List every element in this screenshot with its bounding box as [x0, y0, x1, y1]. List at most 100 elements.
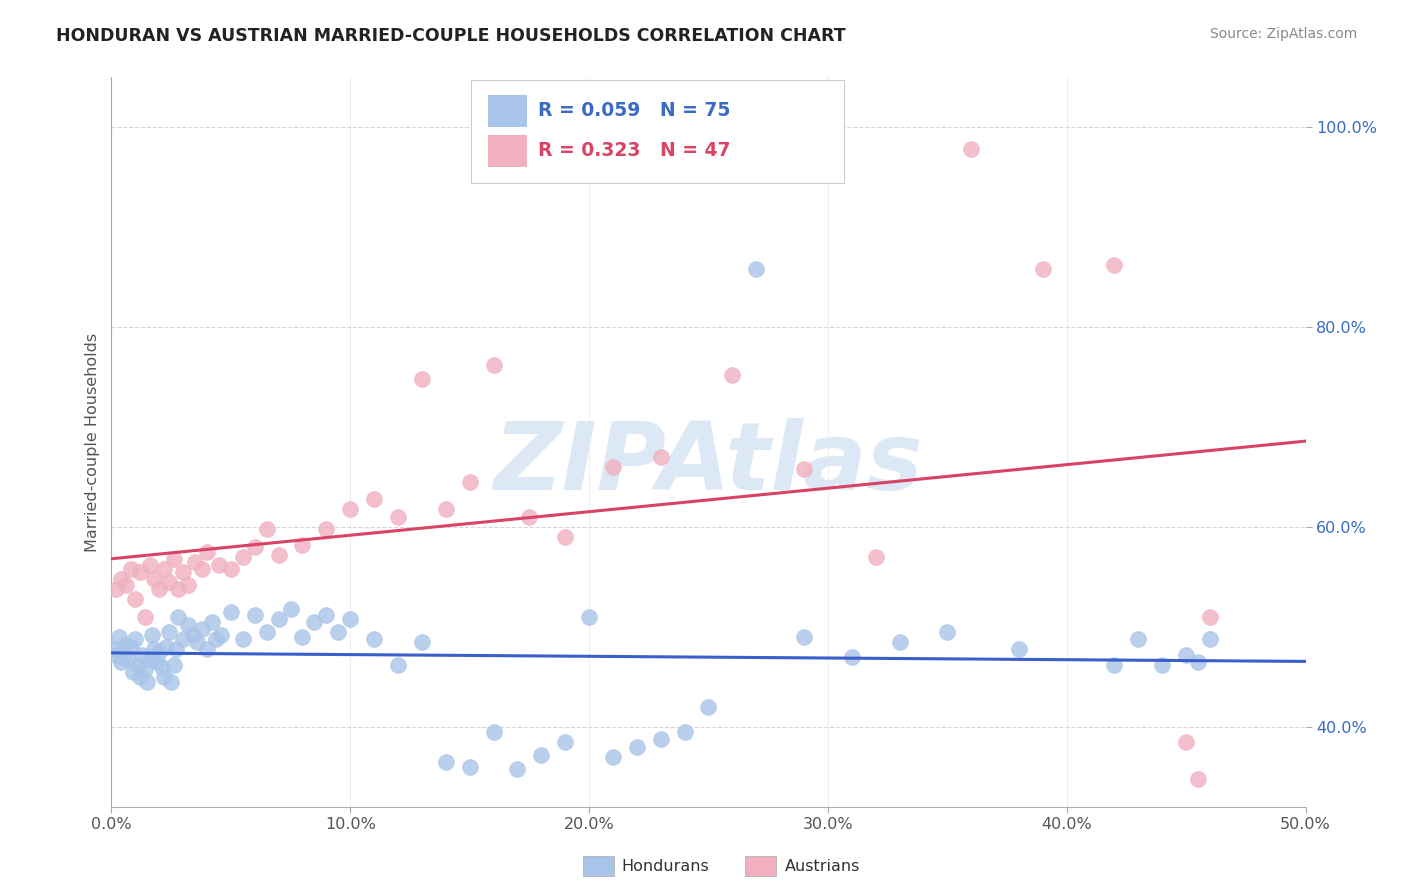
Point [141, 628, 163, 642]
Text: HONDURAN VS AUSTRIAN MARRIED-COUPLE HOUSEHOLDS CORRELATION CHART: HONDURAN VS AUSTRIAN MARRIED-COUPLE HOUS… [56, 27, 846, 45]
Point [315, 608, 337, 623]
Point [114, 638, 136, 652]
Point [105, 582, 128, 596]
Text: Austrians: Austrians [785, 859, 860, 873]
Point [114, 578, 136, 592]
Point [243, 608, 266, 623]
Point [195, 545, 218, 559]
Point [112, 650, 135, 665]
Point [339, 612, 361, 626]
Point [363, 492, 385, 507]
Point [745, 262, 768, 277]
Point [482, 725, 505, 739]
Point [1104, 258, 1126, 272]
Point [1104, 658, 1126, 673]
Point [219, 562, 242, 576]
Point [267, 612, 290, 626]
Point [673, 725, 696, 739]
Point [150, 660, 173, 674]
Point [165, 642, 187, 657]
Point [554, 530, 576, 544]
Point [1175, 648, 1198, 662]
Point [148, 582, 170, 596]
Point [280, 602, 302, 616]
Point [105, 648, 128, 662]
Point [1187, 655, 1209, 669]
Point [1008, 642, 1031, 657]
Point [172, 632, 194, 646]
Point [578, 610, 600, 624]
Text: Hondurans: Hondurans [621, 859, 709, 873]
Point [530, 747, 553, 762]
Point [482, 358, 505, 372]
Text: R = 0.059   N = 75: R = 0.059 N = 75 [538, 101, 731, 120]
Point [143, 572, 166, 586]
Point [232, 632, 254, 646]
Point [865, 550, 887, 565]
Point [960, 142, 983, 156]
Point [291, 630, 314, 644]
Point [195, 642, 218, 657]
Point [1187, 772, 1209, 786]
Point [267, 548, 290, 562]
Point [602, 460, 624, 475]
Point [191, 562, 214, 576]
Point [127, 658, 149, 673]
Point [554, 735, 576, 749]
Point [186, 635, 208, 649]
Point [1175, 735, 1198, 749]
Point [458, 475, 481, 490]
Point [626, 739, 648, 754]
Point [304, 615, 326, 629]
Point [160, 675, 183, 690]
Point [936, 625, 959, 640]
Text: ZIPAtlas: ZIPAtlas [494, 418, 924, 510]
Point [1128, 632, 1150, 646]
Point [209, 628, 232, 642]
Point [256, 625, 278, 640]
Point [1152, 658, 1174, 673]
Point [146, 655, 169, 669]
Point [650, 450, 672, 465]
Point [122, 665, 145, 679]
Point [434, 502, 457, 516]
Point [131, 648, 153, 662]
Point [167, 610, 190, 624]
Point [411, 372, 433, 386]
Point [138, 652, 160, 666]
Point [517, 510, 540, 524]
Point [110, 572, 132, 586]
Point [1199, 610, 1222, 624]
Point [181, 628, 204, 642]
Point [315, 522, 337, 536]
Point [110, 655, 132, 669]
Point [232, 550, 254, 565]
Point [117, 652, 139, 666]
Y-axis label: Married-couple Households: Married-couple Households [86, 333, 100, 552]
Point [120, 640, 142, 654]
Point [148, 645, 170, 659]
Point [506, 762, 529, 776]
Text: Source: ZipAtlas.com: Source: ZipAtlas.com [1209, 27, 1357, 41]
Point [328, 625, 350, 640]
Point [1199, 632, 1222, 646]
Point [363, 632, 385, 646]
Point [138, 558, 160, 573]
Point [143, 642, 166, 657]
Point [721, 368, 744, 383]
Point [243, 540, 266, 554]
Point [1032, 262, 1054, 277]
Point [134, 610, 156, 624]
Point [103, 642, 125, 657]
Point [153, 670, 176, 684]
Point [793, 630, 815, 644]
Point [793, 462, 815, 476]
Point [889, 635, 911, 649]
Text: R = 0.323   N = 47: R = 0.323 N = 47 [538, 141, 731, 161]
Point [387, 510, 409, 524]
Point [697, 700, 720, 714]
Point [157, 575, 180, 590]
Point [162, 552, 184, 566]
Point [157, 625, 180, 640]
Point [339, 502, 361, 516]
